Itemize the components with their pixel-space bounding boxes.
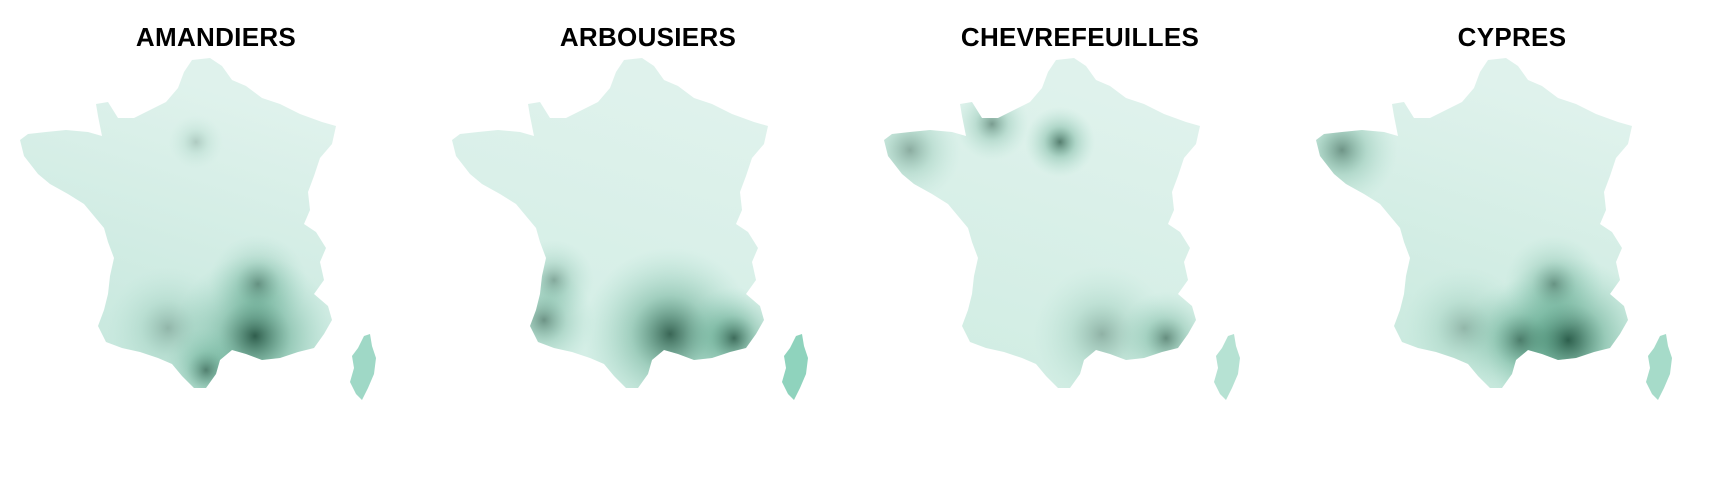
density-hotspot — [1316, 94, 1398, 206]
density-hotspot — [208, 234, 308, 334]
france-map — [20, 58, 376, 400]
map-panel-arbousiers: ARBOUSIERS — [432, 0, 864, 480]
density-hotspot — [955, 87, 1029, 161]
density-hotspot — [168, 114, 224, 170]
density-hotspot — [683, 287, 768, 388]
map-title: CYPRES — [1457, 22, 1567, 52]
density-hotspot — [514, 240, 594, 320]
corsica-shape — [782, 334, 808, 400]
map-title: AMANDIERS — [135, 22, 297, 52]
corsica-shape — [1214, 334, 1240, 400]
map-title: CHEVREFEUILLES — [960, 22, 1200, 52]
density-hotspot — [1402, 266, 1526, 388]
density-hotspot — [1024, 106, 1096, 178]
france-map — [452, 58, 808, 400]
density-hotspot — [1033, 265, 1171, 388]
density-hotspot — [1504, 234, 1604, 334]
density-hotspot — [884, 98, 962, 202]
map-title: ARBOUSIERS — [559, 22, 737, 52]
density-hotspot — [106, 266, 230, 388]
corsica-shape — [1646, 334, 1672, 400]
corsica-shape — [350, 334, 376, 400]
map-panel-cypres: CYPRES — [1296, 0, 1728, 480]
map-panel-amandiers: AMANDIERS — [0, 0, 432, 480]
france-map — [884, 58, 1240, 400]
map-panel-chevrefeuilles: CHEVREFEUILLES — [864, 0, 1296, 480]
france-map — [1316, 58, 1672, 400]
